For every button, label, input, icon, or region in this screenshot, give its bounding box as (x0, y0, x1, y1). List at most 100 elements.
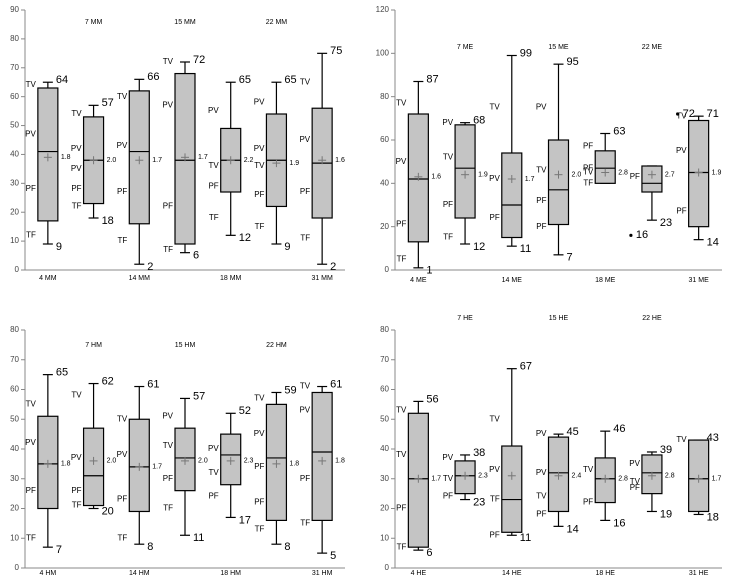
box-iqr (594, 150, 616, 184)
category-letter: TV (396, 98, 407, 107)
box-3: 1.7 66 2 TV PV PF TF (117, 71, 163, 273)
ratio-label: 1.7 (712, 476, 722, 483)
max-label: 39 (660, 444, 672, 456)
min-label: 8 (284, 541, 290, 553)
category-letter: PV (71, 144, 82, 153)
box-2: 2.0 62 20 TV PV PF TF (71, 375, 117, 517)
category-letter: PV (71, 453, 82, 462)
category-letter: PV (117, 141, 128, 150)
y-tick-label: 90 (10, 5, 19, 14)
category-letter: TF (163, 504, 173, 513)
max-label: 95 (567, 56, 579, 68)
group-label-bottom: 31 HE (689, 570, 709, 577)
group-label-bottom: 31 HM (312, 570, 333, 577)
group-label-top: 22 HE (642, 315, 662, 322)
category-letter: PF (117, 187, 127, 196)
category-letter: TV (396, 405, 407, 414)
box-iqr (82, 427, 105, 507)
box-3: 67 11 TV PV TF PF (489, 361, 532, 545)
category-letter: TV (71, 391, 82, 400)
ratio-label: 2.8 (665, 473, 675, 480)
ratio-label: 1.8 (61, 461, 71, 468)
max-label: 61 (330, 378, 342, 390)
category-letter: TV (163, 441, 174, 450)
max-label: 68 (473, 115, 485, 127)
category-letter: TV (300, 382, 311, 391)
category-letter: PF (208, 181, 218, 190)
group-label-bottom: 18 MM (220, 275, 242, 282)
y-tick-label: 100 (376, 48, 390, 57)
group-label-top: 22 ME (642, 44, 663, 51)
box-2: 2.3 38 23 PV TV PF (442, 447, 488, 509)
group-label-top: 15 HM (175, 342, 196, 349)
category-letter: PV (396, 157, 407, 166)
max-label: 64 (56, 74, 68, 86)
box-6: 1.8 59 8 TV PV PF PF TF (254, 384, 300, 553)
y-tick-label: 10 (10, 236, 19, 245)
y-tick-label: 60 (380, 385, 389, 394)
box-6: 2.7 23 PF (630, 165, 675, 229)
category-letter: TV (26, 80, 37, 89)
group-label-top: 7 HE (457, 315, 473, 322)
y-tick-label: 20 (380, 222, 389, 231)
box-4: 1.7 72 6 TV PV PF TF (162, 54, 208, 262)
y-tick-label: 10 (10, 533, 19, 542)
box-7: 1.7 43 18 TV (676, 432, 721, 523)
category-letter: TF (397, 542, 407, 551)
category-letter: TV (490, 103, 501, 112)
min-label: 17 (239, 514, 251, 526)
ratio-label: 2.2 (244, 157, 254, 164)
category-letter: PF (254, 190, 264, 199)
ratio-label: 1.8 (335, 458, 345, 465)
category-letter: PF (163, 202, 173, 211)
y-tick-label: 20 (10, 504, 19, 513)
y-tick-label: 60 (380, 135, 389, 144)
category-letter: PF (254, 498, 264, 507)
category-letter: PF (208, 492, 218, 501)
category-letter: TF (255, 524, 265, 533)
group-label-top: 15 HE (549, 315, 569, 322)
category-letter: TV (583, 465, 594, 474)
ratio-label: 2.0 (198, 458, 208, 465)
category-letter: TF (255, 222, 265, 231)
box-iqr (311, 391, 333, 522)
category-letter: PF (630, 483, 640, 492)
ratio-label: 1.7 (198, 154, 208, 161)
box-3: 1.7 61 8 TV PV PF TF (117, 378, 163, 553)
category-letter: TV (396, 450, 407, 459)
category-letter: TF (583, 178, 593, 187)
category-letter: TV (208, 468, 219, 477)
ratio-label: 2.3 (244, 458, 254, 465)
group-label-top: 7 HM (85, 342, 102, 349)
group-label-bottom: 14 HE (502, 570, 522, 577)
box-1: 1.6 87 1 TV PV PF TF (396, 73, 442, 276)
category-letter: TV (300, 77, 311, 86)
category-letter: PV (536, 468, 547, 477)
category-letter: PF (117, 495, 127, 504)
min-label: 18 (707, 511, 719, 523)
category-letter: TV (254, 161, 265, 170)
min-label: 23 (660, 217, 672, 229)
category-letter: TF (300, 518, 310, 527)
chart-panel-3: 0 10 20 30 40 50 60 70 80 7 HM 15 HM 22 HM 4 HM 14 HM… (10, 325, 345, 577)
category-letter: TV (536, 165, 547, 174)
min-label: 7 (567, 252, 573, 264)
category-letter: PV (254, 144, 265, 153)
y-tick-label: 20 (380, 504, 389, 513)
y-tick-label: 40 (380, 444, 389, 453)
group-label-bottom: 14 MM (129, 275, 151, 282)
category-letter: PV (254, 98, 265, 107)
category-letter: PV (536, 429, 547, 438)
category-letter: TF (26, 230, 36, 239)
min-label: 1 (426, 265, 432, 277)
box-4: 2.0 95 7 PV TV PF PF (536, 56, 582, 264)
min-label: 20 (102, 505, 114, 517)
box-iqr (547, 139, 570, 226)
ratio-label: 1.7 (431, 476, 441, 483)
group-label-top: 15 MM (174, 19, 196, 26)
ratio-label: 1.9 (712, 169, 722, 176)
category-letter: TV (117, 414, 128, 423)
min-label: 14 (707, 237, 719, 249)
group-label-bottom: 4 MM (39, 275, 57, 282)
category-letter: TV (536, 492, 547, 501)
